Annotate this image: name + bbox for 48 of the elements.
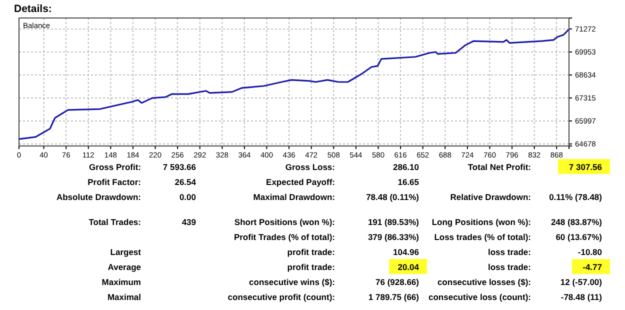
text: Maximal: [107, 292, 141, 302]
text: 7 593.66: [162, 162, 196, 172]
text: 191 (89.53%): [368, 217, 420, 227]
text: Absolute Drawdown:: [56, 192, 142, 202]
text: Gross Profit:: [89, 162, 142, 172]
text: consecutive losses ($):: [437, 277, 532, 287]
text: consecutive loss (count):: [428, 292, 532, 302]
text: loss trade:: [488, 262, 532, 272]
text: 76 (928.66): [376, 277, 420, 287]
text: 78.48 (0.11%): [366, 192, 420, 202]
text: 286.10: [393, 162, 420, 172]
text: Expected Payoff:: [266, 177, 336, 187]
text: 12 (-57.00): [560, 277, 602, 287]
text: 60 (13.67%): [556, 232, 602, 242]
text: 0.00: [179, 192, 196, 202]
chart-title: Details:: [14, 3, 52, 15]
text: 1 789.75 (66): [368, 292, 420, 302]
line-series: [18, 29, 570, 140]
text: Short Positions (won %):: [234, 217, 336, 227]
text: 16.65: [398, 177, 420, 187]
text: profit trade:: [287, 262, 336, 272]
text: Gross Loss:: [285, 162, 336, 172]
text: -4.77: [582, 262, 602, 272]
text: 26.54: [174, 177, 196, 187]
text: Long Positions (won %):: [432, 217, 532, 227]
text: Average: [108, 262, 142, 272]
text: 20.04: [398, 262, 420, 272]
text: 104.96: [393, 247, 420, 257]
text: loss trade:: [488, 247, 532, 257]
text: 379 (86.33%): [368, 232, 420, 242]
text: Largest: [110, 247, 142, 257]
text: Profit Trades (% of total):: [234, 232, 336, 242]
text: Relative Drawdown:: [450, 192, 532, 202]
text: Maximum: [102, 277, 142, 287]
text: Total Trades:: [88, 217, 142, 227]
text: -78.48 (11): [560, 292, 602, 302]
text: Profit Factor:: [88, 177, 142, 187]
text: 439: [182, 217, 196, 227]
text: 7 307.56: [568, 162, 602, 172]
text: profit trade:: [287, 247, 336, 257]
text: Total Net Profit:: [468, 162, 532, 172]
text: consecutive wins ($):: [249, 277, 336, 287]
text: 248 (83.87%): [550, 217, 602, 227]
text: Maximal Drawdown:: [253, 192, 336, 202]
text: consecutive profit (count):: [228, 292, 336, 302]
text: -10.80: [578, 247, 602, 257]
text: Loss trades (% of total):: [434, 232, 532, 242]
text: 0.11% (78.48): [549, 192, 602, 202]
